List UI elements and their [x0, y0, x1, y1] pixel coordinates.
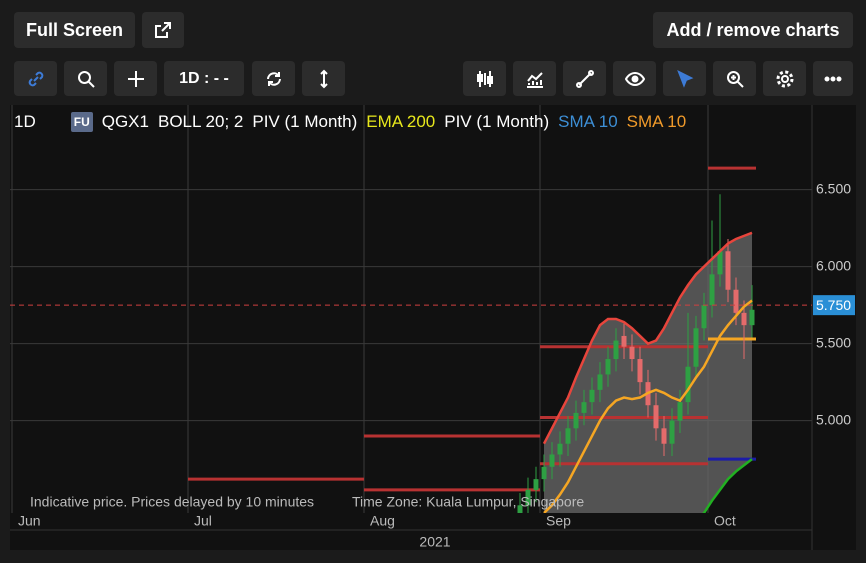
candle-body	[565, 428, 571, 444]
legend-item: BOLL 20; 2	[157, 112, 244, 131]
x-tick-label: Sep	[546, 513, 571, 529]
candle-body	[629, 346, 635, 360]
popout-button[interactable]	[142, 12, 184, 48]
settings-button[interactable]	[763, 61, 806, 96]
y-tick-label: 6.500	[816, 180, 851, 196]
candle-body	[749, 309, 755, 326]
candle-body	[717, 251, 723, 275]
timezone: Time Zone: Kuala Lumpur, Singapore	[352, 494, 584, 510]
legend-item: FU	[70, 112, 93, 132]
candle-body	[669, 420, 675, 444]
candle-body	[693, 328, 699, 367]
x-tick-label: Jul	[194, 513, 212, 529]
notice: Indicative price. Prices delayed by 10 m…	[30, 494, 314, 510]
legend-item: SMA 10	[558, 112, 618, 131]
candle-body	[637, 359, 643, 383]
candle-body	[741, 312, 747, 326]
cursor-button[interactable]	[663, 61, 706, 96]
zoom-button[interactable]	[713, 61, 756, 96]
candle-body	[517, 505, 523, 513]
candle-body	[605, 359, 611, 375]
last-price-label: 5.750	[816, 297, 851, 313]
add-button[interactable]	[114, 61, 157, 96]
full-screen-button[interactable]: Full Screen	[14, 12, 135, 48]
candle-body	[573, 412, 579, 429]
draw-button[interactable]	[563, 61, 606, 96]
search-button[interactable]	[64, 61, 107, 96]
time-axis	[10, 513, 812, 550]
legend-item: PIV (1 Month)	[252, 112, 358, 131]
interval-button[interactable]: 1D : - -	[164, 61, 244, 96]
visibility-button[interactable]	[613, 61, 656, 96]
candle-body	[549, 454, 555, 467]
candle-body	[533, 479, 539, 490]
candle-body	[653, 405, 659, 429]
candle-body	[725, 251, 731, 290]
candle-body	[525, 489, 531, 506]
candle-body	[701, 305, 707, 329]
candle-body	[621, 335, 627, 347]
legend-item: 1D	[14, 112, 36, 131]
chart-type-button[interactable]	[463, 61, 506, 96]
indicator-line	[542, 231, 753, 445]
year-label: 2021	[419, 534, 450, 550]
candle-body	[557, 443, 563, 455]
indicators-button[interactable]	[513, 61, 556, 96]
x-tick-label: Aug	[370, 513, 395, 529]
add-remove-charts-button[interactable]: Add / remove charts	[653, 12, 853, 48]
candle-body	[541, 466, 547, 480]
candle-body	[589, 389, 595, 403]
legend-item: PIV (1 Month)	[444, 112, 550, 131]
link-button[interactable]	[14, 61, 57, 96]
indicator-line	[702, 458, 753, 513]
y-tick-label: 5.000	[816, 411, 851, 427]
legend-item: EMA 200	[366, 112, 436, 131]
candle-body	[597, 374, 603, 390]
refresh-button[interactable]	[252, 61, 295, 96]
more-button[interactable]	[813, 61, 853, 96]
legend: 1D FU QGX1 BOLL 20; 2 PIV (1 Month) EMA 200 PI…	[14, 110, 686, 134]
candle-body	[581, 402, 587, 413]
price-axis	[812, 105, 856, 550]
last-price-tag	[813, 295, 855, 316]
candle-body	[685, 366, 691, 403]
legend-item: SMA 10	[626, 112, 687, 131]
x-tick-label: Jun	[18, 513, 41, 529]
candle-body	[677, 402, 683, 421]
candle-body	[709, 274, 715, 306]
chart: 5.000 5.500 6.000 6.500 Jun Jul Aug Sep Oct 5.750…	[10, 105, 856, 550]
candle-body	[613, 340, 619, 360]
y-tick-label: 6.000	[816, 257, 851, 273]
legend-item: QGX1	[101, 112, 149, 131]
indicator-line	[543, 299, 753, 513]
candle-body	[733, 289, 739, 313]
scale-button[interactable]	[302, 61, 345, 96]
x-tick-label: Oct	[714, 513, 736, 529]
candle-body	[661, 428, 667, 444]
y-tick-label: 5.500	[816, 334, 851, 350]
